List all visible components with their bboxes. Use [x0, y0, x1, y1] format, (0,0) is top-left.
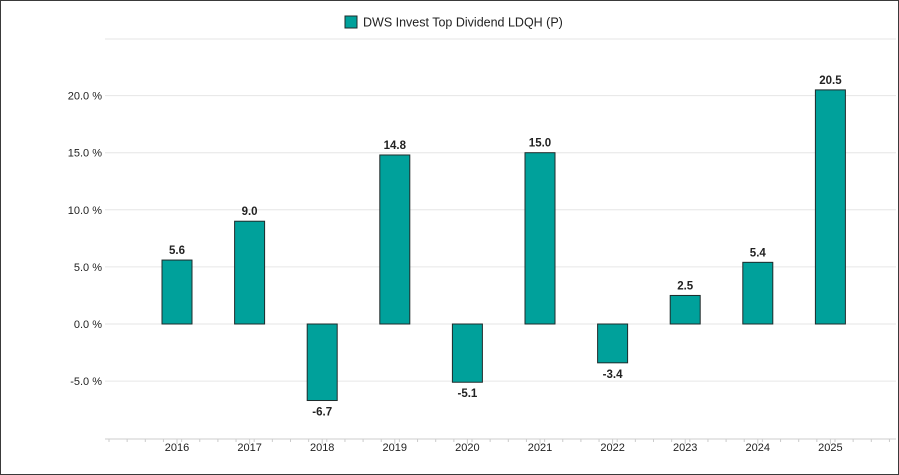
gridlines: [105, 38, 896, 382]
legend-swatch: [344, 15, 358, 29]
data-label: 20.5: [819, 75, 842, 87]
y-tick-label: 0.0 %: [74, 319, 102, 331]
x-tick-label: 2024: [746, 442, 770, 454]
data-label: 14.8: [384, 140, 407, 152]
bar-2024[interactable]: [742, 261, 774, 325]
x-tick-label: 2023: [673, 442, 697, 454]
data-label: 5.6: [169, 245, 185, 257]
bar-2023[interactable]: [669, 294, 701, 325]
x-tick-label: 2019: [383, 442, 407, 454]
bar-2019[interactable]: [379, 154, 411, 325]
data-label: 2.5: [677, 280, 694, 292]
x-tick-label: 2016: [165, 442, 189, 454]
bar-2021[interactable]: [524, 152, 556, 325]
x-tick-label: 2021: [528, 442, 552, 454]
bars: [161, 89, 846, 402]
y-tick-label: -5.0 %: [70, 376, 102, 388]
data-label: 5.4: [750, 247, 767, 259]
y-tick-label: 5.0 %: [74, 262, 102, 274]
y-axis-ticks: -5.0 % 0.0 % 5.0 % 10.0 % 15.0 % 20.0 %: [68, 91, 102, 389]
bar-2017[interactable]: [234, 220, 266, 325]
data-label: 15.0: [529, 138, 551, 150]
x-tick-label: 2022: [600, 442, 624, 454]
data-label: -6.7: [312, 407, 332, 419]
data-labels: 5.6 9.0 -6.7 14.8 -5.1 15.0 -3.4 2.5 5.4 20.5: [169, 75, 842, 419]
x-axis: 2016 2017 2018 2019 2020 2021 2022 2023 2024 2025: [105, 438, 896, 454]
legend[interactable]: DWS Invest Top Dividend LDQH (P): [344, 15, 563, 30]
bar-2016[interactable]: [161, 259, 193, 325]
legend-label: DWS Invest Top Dividend LDQH (P): [363, 16, 563, 30]
bar-2020[interactable]: [451, 323, 483, 383]
y-tick-label: 15.0 %: [68, 148, 102, 160]
data-label: -5.1: [457, 388, 477, 400]
x-tick-label: 2017: [237, 442, 261, 454]
x-tick-label: 2025: [818, 442, 842, 454]
y-tick-label: 20.0 %: [68, 91, 102, 103]
data-label: -3.4: [603, 369, 623, 381]
data-label: 9.0: [242, 206, 258, 218]
x-tick-label: 2020: [455, 442, 479, 454]
bar-2018[interactable]: [306, 323, 338, 402]
bar-2022[interactable]: [597, 323, 629, 364]
bar-2025[interactable]: [814, 89, 846, 325]
x-tick-label: 2018: [310, 442, 334, 454]
y-tick-label: 10.0 %: [68, 205, 102, 217]
